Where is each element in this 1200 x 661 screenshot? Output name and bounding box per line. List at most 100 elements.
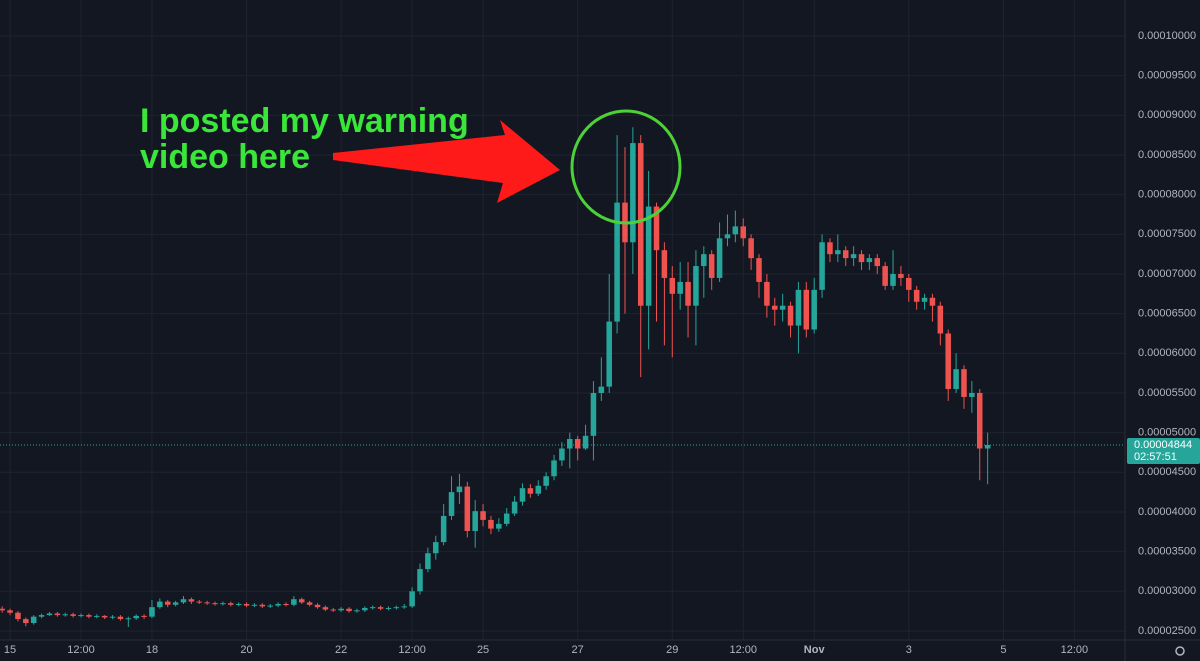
candle-body: [764, 281, 770, 306]
highlight-circle: [570, 109, 682, 225]
candle-body: [117, 616, 124, 620]
candle-body: [86, 615, 92, 617]
candle-body: [503, 513, 510, 524]
candle-body: [23, 619, 29, 624]
y-tick-label: 0.00009500: [1138, 70, 1196, 82]
y-tick-label: 0.00008500: [1138, 149, 1196, 161]
candle-body: [212, 603, 218, 605]
candle-body: [30, 616, 37, 624]
candle-body: [101, 615, 108, 618]
candle-body: [425, 553, 431, 570]
candle-body: [464, 486, 471, 532]
candle-body: [811, 289, 817, 330]
candle-body: [228, 603, 234, 605]
candles: [0, 127, 991, 627]
candle-body: [196, 601, 203, 603]
annotation-line: video here: [140, 138, 310, 176]
last-price-box: [1127, 438, 1200, 465]
candle-body: [653, 206, 660, 251]
candle-body: [511, 501, 518, 514]
candle-body: [15, 612, 21, 620]
candle-body: [377, 607, 384, 609]
x-tick-label: 5: [1000, 644, 1006, 656]
candle-body: [306, 602, 313, 605]
y-tick-label: 0.00010500: [1138, 0, 1196, 2]
candle-body: [283, 603, 289, 605]
last-price-label: 0.00004844: [1134, 439, 1192, 451]
candle-body: [354, 610, 360, 612]
candle-body: [480, 511, 486, 520]
candle-body: [724, 234, 731, 239]
y-tick-label: 0.00006500: [1138, 308, 1196, 320]
candle-body: [637, 143, 644, 306]
candle-body: [543, 476, 549, 486]
candle-body: [921, 297, 928, 302]
x-tick-label: Nov: [804, 644, 826, 656]
x-tick-label: 20: [240, 644, 252, 656]
candle-body: [172, 602, 179, 605]
candle-body: [433, 542, 439, 554]
candle-body: [488, 519, 494, 529]
x-tick-label: 29: [666, 644, 678, 656]
candle-body: [204, 602, 210, 604]
candle-body: [976, 392, 983, 449]
candle-body: [535, 485, 542, 494]
candle-body: [62, 614, 68, 616]
candle-body: [149, 607, 155, 617]
candle-body: [685, 281, 691, 306]
candle-body: [748, 238, 754, 259]
y-tick-label: 0.00004000: [1138, 506, 1196, 518]
candle-body: [574, 438, 581, 449]
candle-body: [267, 605, 273, 607]
x-tick-label: 15: [4, 644, 16, 656]
candle-body: [527, 488, 534, 494]
candle-body: [567, 438, 573, 449]
candle-body: [937, 305, 944, 334]
candle-body: [7, 610, 13, 613]
candle-body: [385, 607, 392, 609]
candle-body: [890, 273, 896, 286]
candle-body: [772, 305, 778, 310]
y-tick-label: 0.00006000: [1138, 347, 1196, 359]
x-tick-label: 22: [335, 644, 347, 656]
candle-body: [874, 258, 881, 267]
y-tick-label: 0.00003500: [1138, 546, 1196, 558]
candle-body: [984, 445, 991, 449]
candle-body: [677, 281, 683, 294]
candle-body: [913, 289, 920, 302]
candle-body: [906, 277, 912, 290]
candle-body: [614, 202, 620, 322]
candle-body: [109, 616, 116, 618]
candle-body: [314, 604, 321, 608]
arrow: [333, 120, 560, 203]
x-tick-label: 12:00: [398, 644, 426, 656]
candle-body: [716, 238, 723, 278]
candle-body: [456, 486, 463, 493]
candle-body: [795, 289, 802, 326]
candle-body: [827, 242, 833, 255]
candle-body: [740, 226, 746, 239]
y-tick-label: 0.00007500: [1138, 228, 1196, 240]
candle-body: [606, 321, 612, 387]
candle-body: [582, 435, 589, 449]
y-tick-label: 0.00008000: [1138, 189, 1196, 201]
candle-body: [54, 613, 61, 616]
candle-body: [866, 258, 873, 263]
x-tick-label: 18: [146, 644, 158, 656]
x-tick-label: 12:00: [729, 644, 757, 656]
candle-body: [322, 607, 329, 610]
candle-body: [70, 614, 76, 616]
candle-body: [164, 601, 171, 605]
candle-body: [38, 615, 45, 617]
candle-body: [393, 607, 400, 609]
candle-body: [756, 258, 762, 282]
candle-body: [369, 607, 376, 609]
candle-body: [961, 369, 967, 397]
candle-body: [141, 615, 147, 617]
candle-body: [645, 206, 652, 306]
settings-icon[interactable]: [1175, 646, 1185, 656]
candle-body: [330, 609, 337, 611]
candle-body: [661, 250, 668, 278]
candle-body: [842, 250, 849, 259]
